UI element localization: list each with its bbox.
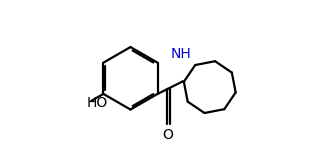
Text: O: O — [163, 128, 174, 142]
Text: NH: NH — [171, 47, 192, 61]
Text: HO: HO — [86, 96, 108, 110]
